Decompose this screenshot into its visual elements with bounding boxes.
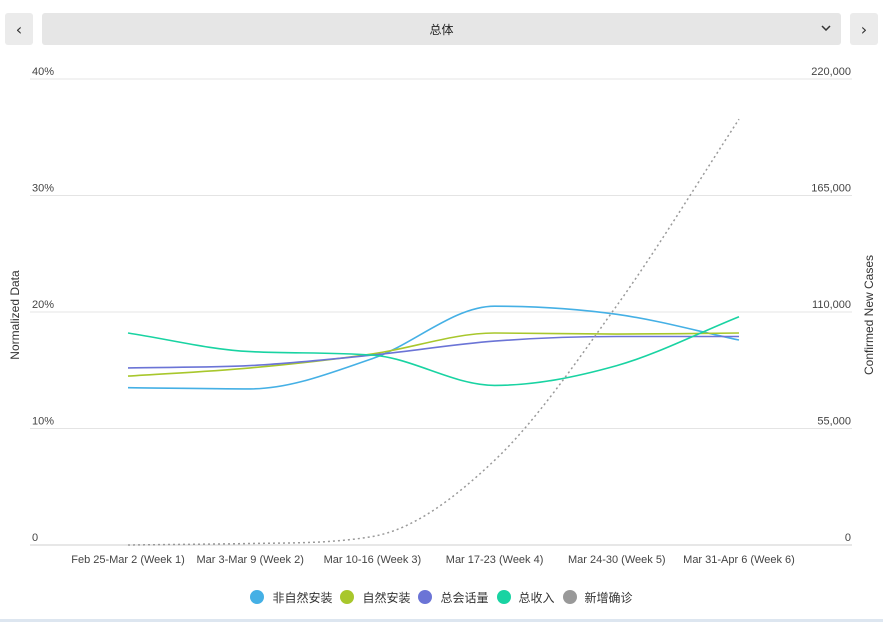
legend-label: 总收入 — [518, 590, 555, 605]
view-select-value: 总体 — [429, 22, 454, 37]
legend-label: 新增确诊 — [584, 590, 633, 605]
chevron-right-icon: › — [860, 19, 868, 39]
next-button[interactable]: › — [850, 13, 878, 45]
series-line-5[interactable] — [127, 118, 740, 546]
view-select[interactable]: 总体 — [42, 13, 841, 45]
left-axis-ticks: 0 10% 20% 30% 40% — [32, 66, 54, 544]
series-line-2[interactable] — [127, 332, 740, 377]
right-tick-label: 110,000 — [812, 299, 851, 311]
previous-button[interactable]: ‹ — [5, 13, 33, 45]
series-line-3[interactable] — [127, 335, 739, 369]
x-tick-label: Mar 3-Mar 9 (Week 2) — [197, 554, 304, 566]
legend-item[interactable]: 非自然安装 — [250, 589, 332, 606]
x-tick-label: Mar 10-16 (Week 3) — [324, 554, 422, 566]
chevron-left-icon: ‹ — [15, 19, 23, 39]
left-tick-label: 40% — [32, 66, 54, 78]
gridlines — [30, 78, 852, 546]
chevron-down-icon — [819, 21, 833, 35]
right-axis-title: Confirmed New Cases — [862, 255, 876, 375]
x-tick-label: Mar 31-Apr 6 (Week 6) — [683, 554, 795, 566]
right-axis-ticks: 0 55,000 110,000 165,000 220,000 — [811, 66, 851, 544]
legend-item[interactable]: 新增确诊 — [562, 589, 633, 606]
divider — [0, 619, 883, 622]
toolbar: ‹ 总体 › — [0, 0, 883, 50]
x-tick-label: Feb 25-Mar 2 (Week 1) — [71, 554, 185, 566]
legend-swatch — [418, 590, 433, 604]
right-tick-label: 220,000 — [811, 66, 851, 78]
left-tick-label: 10% — [32, 416, 54, 428]
x-axis-ticks: Feb 25-Mar 2 (Week 1) Mar 3-Mar 9 (Week 2… — [71, 554, 795, 566]
legend-label: 非自然安装 — [272, 590, 333, 605]
left-tick-label: 0 — [32, 532, 38, 544]
series-lines — [127, 118, 740, 546]
chart-legend: 非自然安装 自然安装 总会话量 总收入 新增确诊 — [0, 587, 883, 607]
right-tick-label: 0 — [845, 532, 851, 544]
legend-swatch — [496, 590, 511, 604]
series-line-4[interactable] — [127, 315, 740, 387]
legend-swatch — [250, 590, 265, 604]
x-tick-label: Mar 17-23 (Week 4) — [446, 554, 544, 566]
left-tick-label: 30% — [32, 183, 54, 195]
series-line-1[interactable] — [127, 305, 740, 390]
left-axis-title: Normalized Data — [8, 270, 22, 360]
right-tick-label: 165,000 — [811, 183, 851, 195]
x-tick-label: Mar 24-30 (Week 5) — [568, 554, 666, 566]
legend-swatch — [562, 590, 577, 604]
legend-item[interactable]: 总会话量 — [418, 589, 489, 606]
left-tick-label: 20% — [32, 299, 54, 311]
right-tick-label: 55,000 — [817, 416, 851, 428]
legend-item[interactable]: 总收入 — [496, 589, 555, 606]
legend-item[interactable]: 自然安装 — [340, 589, 410, 606]
legend-label: 自然安装 — [362, 590, 411, 605]
legend-label: 总会话量 — [440, 590, 489, 605]
legend-swatch — [340, 590, 355, 604]
